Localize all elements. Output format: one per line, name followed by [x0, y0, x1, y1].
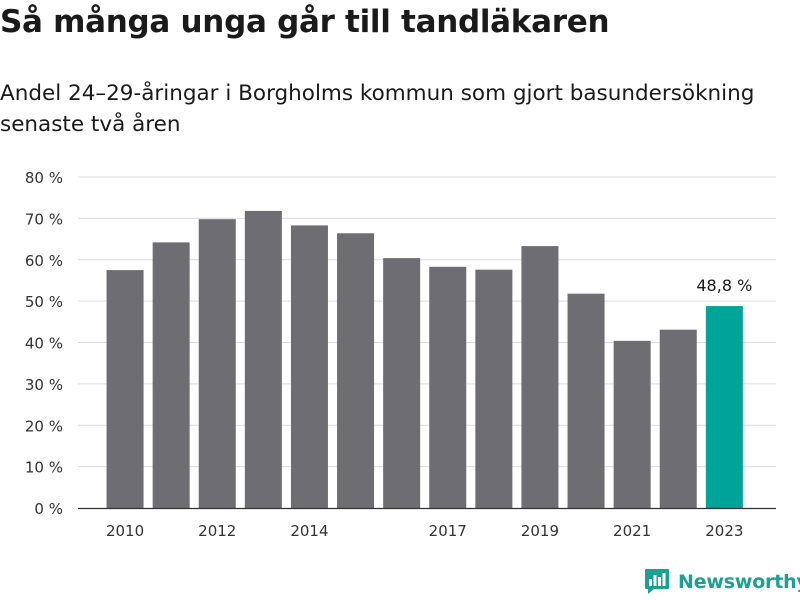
y-tick-label: 20 % — [25, 417, 63, 435]
y-tick-label: 30 % — [25, 376, 63, 394]
bar-2019 — [521, 246, 559, 508]
x-tick-label: 2014 — [290, 522, 328, 540]
y-tick-label: 70 % — [25, 210, 63, 228]
chart-title: Så många unga går till tandläkaren — [0, 4, 610, 40]
bar-2021 — [613, 340, 651, 508]
brand-name: Newsworthy — [678, 570, 800, 593]
y-tick-label: 40 % — [25, 335, 63, 353]
bar-2013 — [244, 210, 282, 509]
x-tick-label: 2010 — [106, 522, 144, 540]
gridlines — [78, 176, 776, 468]
bar-2016 — [383, 258, 421, 508]
bar-chart-logo-icon — [645, 569, 669, 594]
annotations: 48,8 % — [696, 276, 752, 295]
bar-chart: 0 % 10 % 20 % 30 % 40 % 50 % 60 % 70 % 80 % 2010… — [25, 169, 776, 540]
x-tick-label: 2019 — [521, 522, 559, 540]
x-tick-label: 2023 — [705, 522, 743, 540]
bar-2020 — [567, 293, 605, 508]
bar-2018 — [475, 269, 513, 508]
bars — [106, 210, 743, 509]
bar-2023 — [705, 306, 743, 508]
x-tick-label: 2017 — [429, 522, 467, 540]
newsworthy-logo: Newsworthy — [644, 568, 800, 595]
y-tick-label: 60 % — [25, 252, 63, 270]
bar-2012 — [198, 219, 236, 508]
y-tick-label: 80 % — [25, 169, 63, 187]
y-axis-ticks: 0 % 10 % 20 % 30 % 40 % 50 % 60 % 70 % 80 % — [25, 169, 63, 518]
y-tick-label: 0 % — [34, 500, 63, 518]
bar-2022 — [659, 329, 697, 508]
bar-2017 — [429, 266, 467, 508]
bar-2010 — [106, 270, 144, 508]
bar-2014 — [290, 225, 328, 508]
x-tick-label: 2012 — [198, 522, 236, 540]
x-tick-label: 2021 — [613, 522, 651, 540]
bar-2011 — [152, 242, 190, 508]
bar-2015 — [337, 233, 375, 508]
x-axis-ticks: 2010 2012 2014 2017 2019 2021 2023 — [106, 522, 743, 540]
y-tick-label: 10 % — [25, 459, 63, 477]
data-label-2023: 48,8 % — [696, 276, 752, 295]
y-tick-label: 50 % — [25, 293, 63, 311]
chart-subtitle: Andel 24–29-åringar i Borgholms kommun s… — [0, 81, 755, 137]
